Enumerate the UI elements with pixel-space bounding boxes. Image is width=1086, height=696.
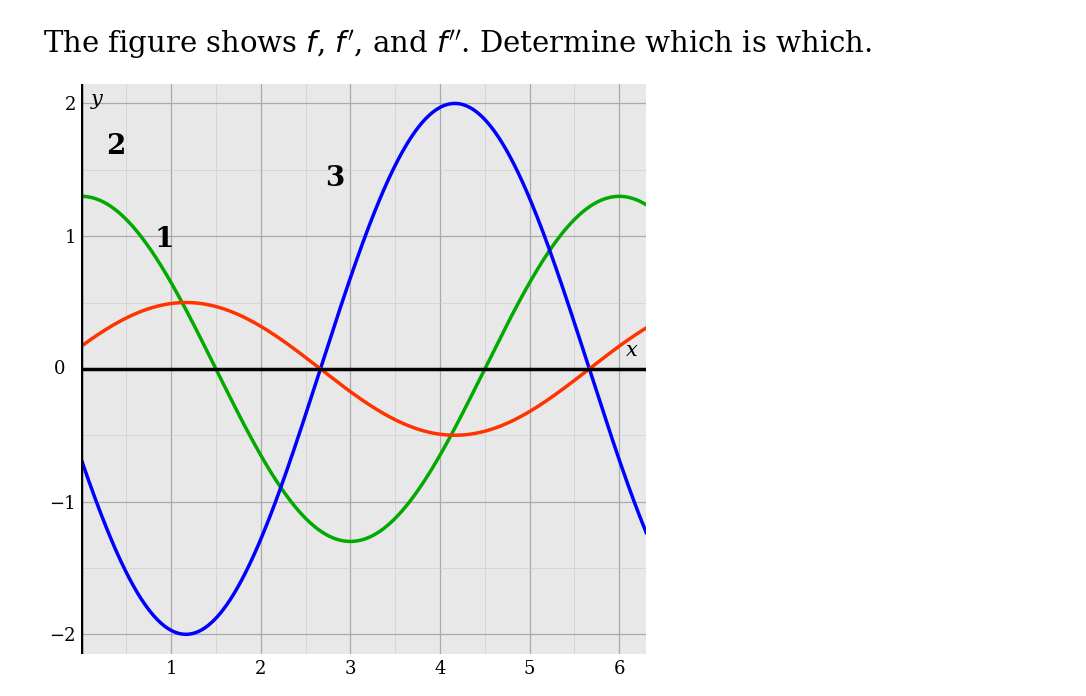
Text: The figure shows $f$, $f'$, and $f''$. Determine which is which.: The figure shows $f$, $f'$, and $f''$. D… — [43, 28, 872, 61]
Text: 3: 3 — [326, 165, 344, 191]
Text: 0: 0 — [54, 360, 65, 378]
Text: x: x — [626, 340, 637, 360]
Text: 1: 1 — [155, 226, 175, 253]
Text: y: y — [90, 90, 102, 109]
Text: 2: 2 — [106, 133, 126, 160]
